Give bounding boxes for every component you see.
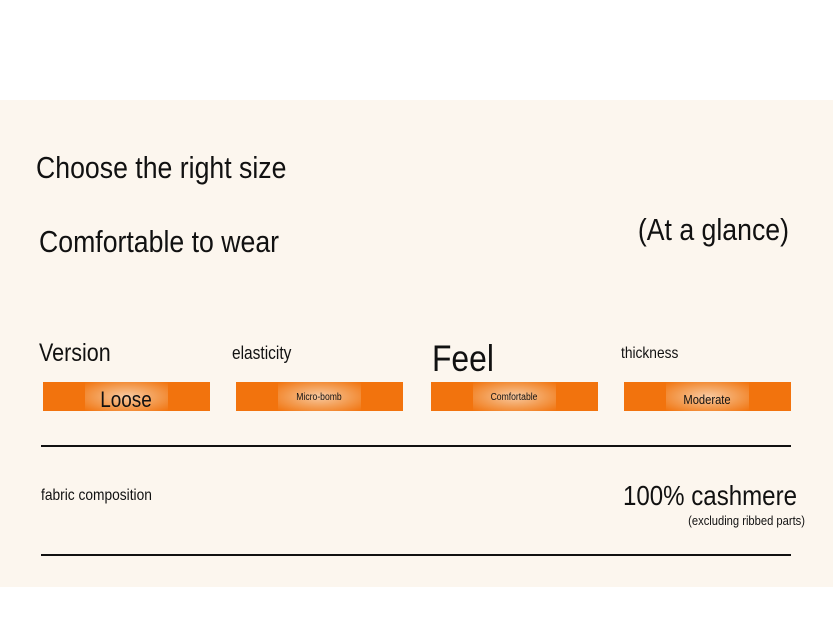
attribute-bar	[624, 382, 791, 411]
attribute-label: elasticity	[232, 343, 292, 363]
bar-highlight	[84, 382, 169, 411]
fabric-value: 100% cashmere	[622, 480, 797, 511]
bar-highlight	[277, 382, 362, 411]
note: (At a glance)	[637, 212, 789, 247]
attribute-label: Feel	[432, 338, 494, 379]
title: Choose the right size	[36, 150, 287, 185]
fabric-note: (excluding ribbed parts)	[688, 513, 805, 528]
divider	[41, 445, 791, 447]
bar-highlight	[472, 382, 557, 411]
attribute-bar	[236, 382, 403, 411]
attribute-label: thickness	[621, 345, 679, 362]
attribute-bar	[43, 382, 210, 411]
attribute-label: Version	[39, 339, 111, 367]
attribute-bar	[431, 382, 598, 411]
attribute-value: Moderate	[683, 392, 731, 407]
subtitle: Comfortable to wear	[39, 224, 280, 259]
attribute-value: Micro-bomb	[296, 392, 342, 403]
divider	[41, 554, 791, 556]
attribute-value: Loose	[100, 387, 152, 412]
bar-highlight	[665, 382, 750, 411]
fabric-label: fabric composition	[41, 487, 152, 504]
attribute-value: Comfortable	[490, 392, 538, 403]
panel	[0, 100, 833, 587]
